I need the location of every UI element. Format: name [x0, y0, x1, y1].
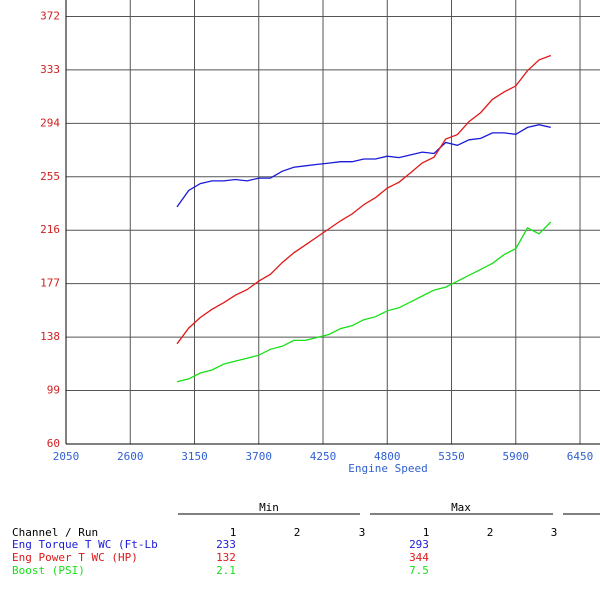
- run-label: 1: [423, 526, 430, 539]
- series-line: [176, 221, 552, 383]
- y-tick-label: 138: [40, 330, 60, 343]
- group-header: Max: [451, 501, 471, 514]
- y-tick-label: 294: [40, 116, 60, 129]
- x-tick-label: 2050: [53, 450, 80, 463]
- min-value: 132: [216, 551, 236, 564]
- x-tick-label: 5900: [503, 450, 530, 463]
- channel-name: Boost (PSI): [12, 564, 85, 577]
- y-tick-label: 255: [40, 170, 60, 183]
- run-label: 2: [487, 526, 494, 539]
- x-tick-label: 3150: [181, 450, 208, 463]
- table-header: Channel / Run: [12, 526, 98, 539]
- series-line: [176, 54, 552, 345]
- max-value: 293: [409, 538, 429, 551]
- max-value: 344: [409, 551, 429, 564]
- group-header: Min: [259, 501, 279, 514]
- x-tick-label: 6450: [567, 450, 594, 463]
- x-tick-label: 4800: [374, 450, 401, 463]
- y-tick-label: 216: [40, 223, 60, 236]
- x-axis-label: Engine Speed: [348, 462, 427, 475]
- min-value: 233: [216, 538, 236, 551]
- y-tick-label: 333: [40, 63, 60, 76]
- y-tick-label: 177: [40, 277, 60, 290]
- run-label: 1: [230, 526, 237, 539]
- min-value: 2.1: [216, 564, 236, 577]
- max-value: 7.5: [409, 564, 429, 577]
- x-tick-label: 5350: [438, 450, 465, 463]
- series-line: [176, 124, 551, 208]
- run-label: 3: [359, 526, 366, 539]
- y-tick-label: 372: [40, 9, 60, 22]
- y-tick-label: 99: [47, 384, 60, 397]
- x-tick-label: 2600: [117, 450, 144, 463]
- x-tick-label: 3700: [246, 450, 273, 463]
- x-tick-label: 4250: [310, 450, 337, 463]
- y-tick-label: 60: [47, 437, 60, 450]
- run-label: 2: [294, 526, 301, 539]
- run-label: 3: [551, 526, 558, 539]
- channel-name: Eng Torque T WC (Ft-Lb: [12, 538, 158, 551]
- channel-name: Eng Power T WC (HP): [12, 551, 138, 564]
